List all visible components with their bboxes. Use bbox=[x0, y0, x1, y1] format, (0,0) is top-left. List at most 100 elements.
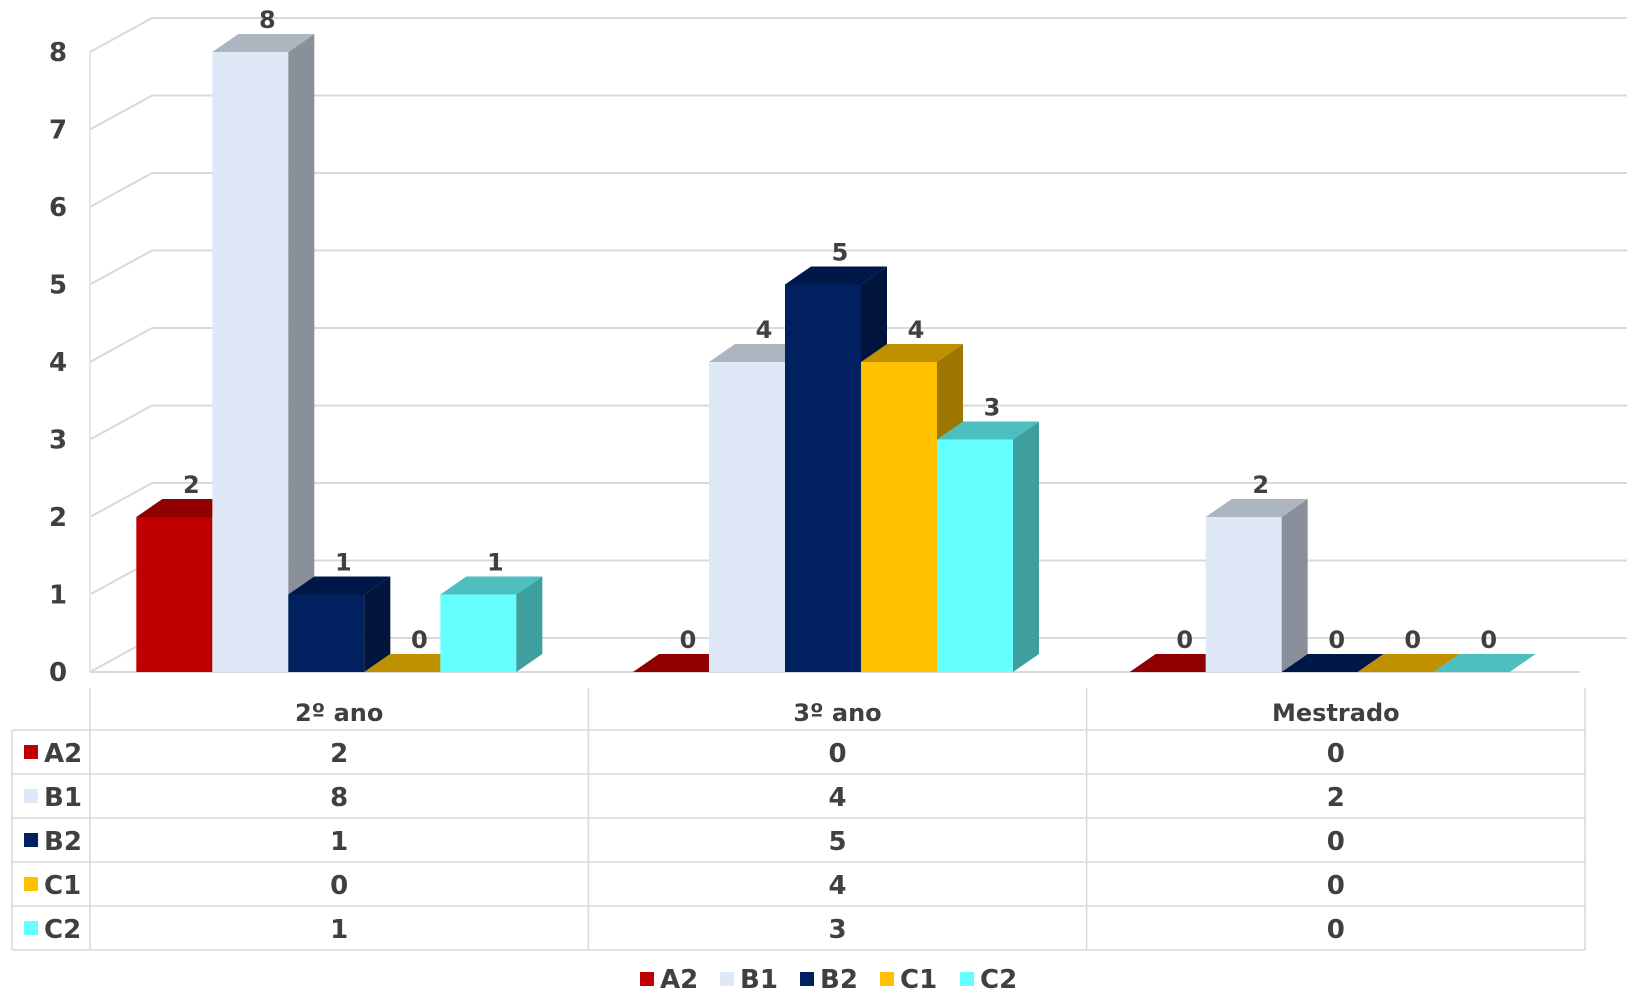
data-label: 0 bbox=[680, 626, 697, 654]
legend-label: B2 bbox=[820, 965, 858, 995]
data-label: 1 bbox=[335, 549, 352, 577]
data-label: 3 bbox=[984, 394, 1001, 422]
bar bbox=[440, 576, 543, 672]
data-label: 2 bbox=[1252, 471, 1269, 499]
bar-front bbox=[937, 439, 1013, 672]
bar-front bbox=[288, 594, 365, 672]
bar-top bbox=[440, 576, 543, 595]
gridline-side bbox=[89, 482, 153, 518]
y-tick-label: 8 bbox=[49, 38, 67, 68]
data-label: 4 bbox=[908, 316, 925, 344]
data-label: 0 bbox=[1480, 626, 1497, 654]
gridline-side bbox=[89, 94, 153, 131]
bar-front bbox=[861, 362, 937, 672]
bar-top bbox=[937, 421, 1039, 440]
legend-label: C1 bbox=[900, 965, 937, 995]
y-tick-label: 5 bbox=[49, 271, 67, 301]
table-row-label: B2 bbox=[44, 827, 82, 857]
table-cell: 1 bbox=[330, 915, 348, 945]
gridline-side bbox=[89, 327, 153, 363]
table-legend-key bbox=[24, 921, 38, 935]
legend-key bbox=[720, 972, 734, 986]
bar bbox=[1357, 654, 1460, 672]
bar-front bbox=[136, 517, 213, 672]
legend-key bbox=[880, 972, 894, 986]
y-tick-label: 7 bbox=[49, 116, 67, 146]
table-row-label: C2 bbox=[44, 915, 81, 945]
bars bbox=[136, 34, 1536, 672]
table-row-label: C1 bbox=[44, 871, 81, 901]
table-header-cell: 3º ano bbox=[793, 699, 881, 727]
table-cell: 2 bbox=[330, 739, 348, 769]
bar bbox=[212, 34, 315, 672]
bar-side bbox=[1013, 421, 1039, 672]
data-table: 2º ano 3º ano Mestrado A2 2 0 0 B1 8 4 2 B2 1 5 0 C1 0 4 0… bbox=[11, 688, 1586, 951]
legend-key bbox=[960, 972, 974, 986]
y-axis-ticks: 0 1 2 3 4 5 6 7 8 bbox=[49, 38, 67, 688]
data-label: 0 bbox=[1328, 626, 1345, 654]
bar-top bbox=[1281, 654, 1384, 672]
bar-top bbox=[212, 34, 315, 52]
data-label: 2 bbox=[183, 471, 200, 499]
table-cell: 0 bbox=[1327, 871, 1345, 901]
table-row-label: B1 bbox=[44, 783, 82, 813]
data-label: 0 bbox=[411, 626, 428, 654]
bar-top bbox=[1357, 654, 1460, 672]
data-label: 8 bbox=[259, 6, 276, 34]
table-cell: 2 bbox=[1327, 783, 1345, 813]
y-tick-label: 1 bbox=[49, 581, 67, 611]
data-label: 1 bbox=[487, 549, 504, 577]
gridline-side bbox=[89, 404, 153, 441]
gridline-side bbox=[89, 172, 153, 208]
table-cell: 0 bbox=[330, 871, 348, 901]
bar-side bbox=[1281, 499, 1308, 672]
y-tick-label: 6 bbox=[49, 193, 67, 223]
bar-front bbox=[212, 52, 289, 672]
bar-side bbox=[288, 34, 315, 672]
data-label: 0 bbox=[1176, 626, 1193, 654]
data-labels: 2 8 1 0 1 0 4 5 4 3 0 2 0 0 0 bbox=[183, 6, 1497, 654]
gridline-side bbox=[89, 17, 153, 53]
bar-side bbox=[364, 576, 391, 672]
bar-top bbox=[861, 344, 963, 362]
bar bbox=[1205, 499, 1308, 672]
gridline-side bbox=[89, 249, 153, 286]
bar-top bbox=[785, 266, 887, 285]
table-header-cell: 2º ano bbox=[295, 699, 383, 727]
table-cell: 4 bbox=[828, 783, 846, 813]
bar bbox=[937, 421, 1039, 672]
table-legend-key bbox=[24, 833, 38, 847]
data-label: 5 bbox=[832, 239, 849, 267]
y-tick-label: 2 bbox=[49, 503, 67, 533]
legend-key bbox=[800, 972, 814, 986]
bar-top bbox=[288, 576, 391, 595]
table-cell: 0 bbox=[1327, 915, 1345, 945]
legend-key bbox=[640, 972, 654, 986]
bar bbox=[1433, 654, 1536, 672]
table-cell: 0 bbox=[1327, 827, 1345, 857]
table-legend-key bbox=[24, 877, 38, 891]
bar-front bbox=[785, 284, 861, 672]
bar-front bbox=[440, 594, 517, 672]
table-header-cell: Mestrado bbox=[1272, 699, 1400, 727]
table-row-label: A2 bbox=[44, 739, 82, 769]
legend-label: A2 bbox=[660, 965, 698, 995]
legend: A2 B1 B2 C1 C2 bbox=[640, 965, 1017, 995]
table-cell: 0 bbox=[1327, 739, 1345, 769]
legend-label: B1 bbox=[740, 965, 778, 995]
y-tick-label: 0 bbox=[49, 658, 67, 688]
table-cell: 3 bbox=[828, 915, 846, 945]
table-legend-key bbox=[24, 789, 38, 803]
table-cell: 0 bbox=[828, 739, 846, 769]
y-tick-label: 3 bbox=[49, 426, 67, 456]
table-cell: 8 bbox=[330, 783, 348, 813]
bar bbox=[288, 576, 391, 672]
table-legend-key bbox=[24, 745, 38, 759]
table-cell: 5 bbox=[828, 827, 846, 857]
bar-top bbox=[1205, 499, 1308, 517]
bar-front bbox=[1205, 517, 1282, 672]
data-label: 0 bbox=[1404, 626, 1421, 654]
bar-side bbox=[516, 576, 543, 672]
